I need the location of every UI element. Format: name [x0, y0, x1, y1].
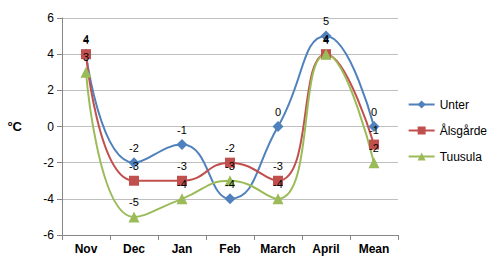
svg-text:April: April	[312, 242, 339, 256]
svg-text:-3: -3	[273, 160, 283, 172]
svg-text:-2: -2	[369, 142, 379, 154]
svg-text:0: 0	[275, 106, 281, 118]
svg-text:4: 4	[323, 33, 329, 45]
svg-text:Ålsgårde: Ålsgårde	[440, 123, 488, 138]
svg-text:Tuusula: Tuusula	[440, 150, 483, 164]
svg-text:-3: -3	[225, 160, 235, 172]
svg-text:5: 5	[323, 15, 329, 27]
svg-text:Unter: Unter	[440, 98, 469, 112]
svg-text:-6: -6	[43, 228, 54, 242]
svg-text:-4: -4	[225, 178, 235, 190]
svg-text:4: 4	[83, 33, 89, 45]
svg-text:4: 4	[323, 34, 329, 46]
svg-text:-2: -2	[43, 156, 54, 170]
svg-text:March: March	[260, 242, 295, 256]
svg-text:4: 4	[83, 34, 89, 46]
svg-text:°C: °C	[7, 119, 22, 134]
svg-text:-3: -3	[129, 160, 139, 172]
svg-text:-2: -2	[129, 142, 139, 154]
svg-text:3: 3	[83, 51, 89, 63]
svg-text:-5: -5	[129, 196, 139, 208]
svg-text:6: 6	[47, 11, 54, 25]
svg-text:Feb: Feb	[219, 242, 240, 256]
svg-text:-1: -1	[177, 124, 187, 136]
svg-text:0: 0	[47, 120, 54, 134]
svg-text:-4: -4	[177, 178, 187, 190]
svg-text:-1: -1	[369, 124, 379, 136]
svg-text:2: 2	[47, 83, 54, 97]
svg-text:Nov: Nov	[75, 242, 98, 256]
svg-text:-4: -4	[273, 178, 283, 190]
svg-text:Mean: Mean	[359, 242, 390, 256]
svg-text:0: 0	[371, 106, 377, 118]
svg-text:-3: -3	[177, 160, 187, 172]
svg-text:-2: -2	[225, 142, 235, 154]
svg-text:Dec: Dec	[123, 242, 145, 256]
svg-text:4: 4	[47, 47, 54, 61]
svg-text:-4: -4	[43, 192, 54, 206]
svg-text:Jan: Jan	[172, 242, 193, 256]
